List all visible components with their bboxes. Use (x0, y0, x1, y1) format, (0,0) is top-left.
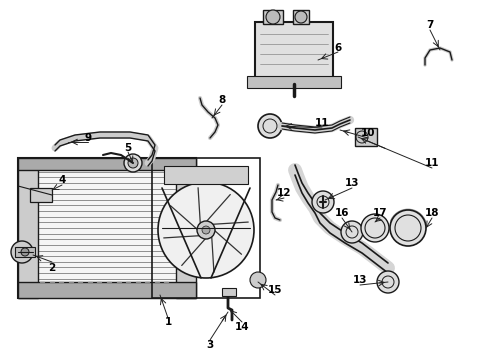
Circle shape (158, 182, 253, 278)
Circle shape (294, 11, 306, 23)
Text: 11: 11 (314, 118, 328, 128)
Circle shape (340, 221, 362, 243)
Circle shape (21, 248, 29, 256)
Bar (18, 158, 196, 170)
Circle shape (124, 154, 142, 172)
Circle shape (128, 158, 138, 168)
Bar (222, 288, 236, 296)
Circle shape (376, 271, 398, 293)
Text: 15: 15 (267, 285, 282, 295)
Bar (18, 158, 196, 298)
Text: 14: 14 (234, 322, 249, 332)
Text: 2: 2 (48, 263, 56, 273)
Bar (163, 166, 247, 184)
Bar (263, 10, 283, 24)
Text: 10: 10 (360, 128, 374, 138)
Text: 5: 5 (124, 143, 131, 153)
Text: 7: 7 (426, 20, 433, 30)
Circle shape (258, 114, 282, 138)
Text: 13: 13 (352, 275, 366, 285)
Circle shape (249, 272, 265, 288)
Bar (354, 128, 376, 146)
Bar (30, 188, 52, 202)
Circle shape (197, 221, 215, 239)
Circle shape (202, 226, 209, 234)
Bar (176, 158, 196, 298)
Bar (292, 10, 308, 24)
Bar (15, 247, 35, 257)
Text: 13: 13 (344, 178, 359, 188)
Text: 6: 6 (334, 43, 341, 53)
Bar (18, 158, 38, 298)
Bar (254, 22, 332, 84)
Text: 16: 16 (334, 208, 348, 218)
Circle shape (389, 210, 425, 246)
Text: 12: 12 (276, 188, 291, 198)
Circle shape (265, 10, 280, 24)
Text: 11: 11 (424, 158, 438, 168)
Text: 17: 17 (372, 208, 386, 218)
Circle shape (360, 214, 388, 242)
Text: 1: 1 (164, 317, 171, 327)
Bar (246, 76, 340, 88)
Bar (18, 282, 196, 298)
Text: 3: 3 (206, 340, 213, 350)
Text: 4: 4 (58, 175, 65, 185)
Text: 8: 8 (218, 95, 225, 105)
Circle shape (311, 191, 333, 213)
Bar (152, 158, 260, 298)
Text: 9: 9 (84, 133, 91, 143)
Circle shape (11, 241, 33, 263)
Text: 18: 18 (424, 208, 438, 218)
